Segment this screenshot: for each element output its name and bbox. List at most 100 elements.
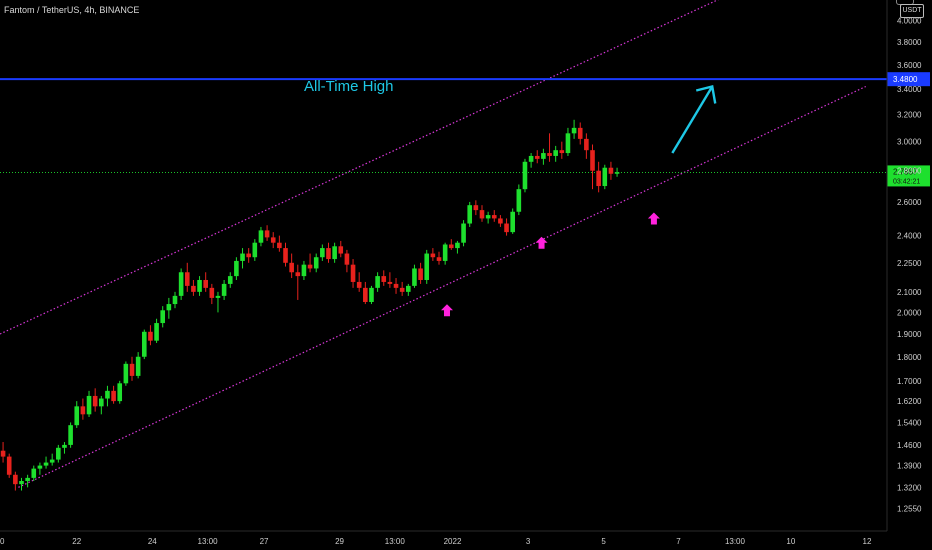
candle-body	[393, 283, 399, 288]
time-axis[interactable]: 0 22 24 13:00 27 29 13:00 2022 3 5 7 13:00 10 12	[0, 530, 887, 546]
candle-body	[590, 150, 595, 171]
candle-body	[148, 331, 153, 341]
candle-body	[0, 450, 6, 457]
time-tick-label: 3	[526, 537, 531, 546]
candle-body	[74, 406, 80, 426]
candle-body	[602, 167, 608, 187]
price-tick-label: 3.2000	[897, 110, 922, 119]
candle-body	[19, 481, 24, 485]
projection-arrow	[671, 85, 717, 154]
candle-body	[418, 268, 423, 280]
candle-body	[516, 189, 522, 212]
candle-body	[56, 447, 61, 460]
candle-body	[43, 462, 49, 466]
time-tick-label: 13:00	[385, 537, 406, 546]
up-arrow-icon	[647, 212, 660, 225]
candle-body	[596, 170, 601, 187]
candle-body	[381, 276, 387, 282]
candle-body	[209, 287, 215, 298]
time-tick-label: 13:00	[198, 537, 219, 546]
currency-button[interactable]: USDT	[900, 4, 924, 18]
candle-body	[369, 287, 374, 302]
channel-lines	[0, 0, 866, 488]
candle-body	[37, 465, 43, 469]
price-tick-label: 3.4000	[897, 85, 922, 94]
candle-body	[467, 205, 473, 224]
candle-body	[13, 474, 18, 485]
candle-body	[332, 246, 337, 260]
current-price-label: 2.7887	[893, 167, 918, 176]
candle-body	[92, 395, 98, 407]
candle-body	[301, 264, 307, 277]
candle-body	[584, 138, 589, 151]
candle-body	[123, 363, 129, 384]
candle-body	[356, 281, 362, 288]
ath-price-label: 3.4800	[893, 75, 918, 84]
time-tick-label: 29	[335, 537, 344, 546]
projection-arrow-shaft	[671, 85, 714, 154]
candle-body	[399, 287, 405, 292]
ath-annotation: All-Time High	[304, 78, 394, 95]
candle-body	[25, 477, 30, 482]
candle-body	[455, 242, 460, 249]
candle-body	[283, 248, 288, 263]
candle-body	[80, 406, 86, 415]
price-tick-label: 2.0000	[897, 308, 922, 317]
candle-body	[326, 248, 331, 260]
price-tick-label: 1.2550	[897, 505, 922, 514]
candle-body	[86, 395, 92, 415]
price-tick-label: 4.0000	[897, 17, 922, 26]
candle-body	[565, 133, 571, 154]
channel-upper-line	[0, 0, 719, 335]
time-tick-label: 12	[863, 537, 872, 546]
price-tick-label: 1.8000	[897, 353, 922, 362]
candle-body	[510, 211, 515, 233]
candles	[0, 119, 620, 491]
candle-body	[62, 444, 67, 448]
candle-body	[412, 268, 417, 286]
candle-body	[68, 425, 73, 445]
countdown-label: 03:42:21	[893, 178, 920, 185]
candle-body	[614, 172, 620, 174]
time-tick-label: 0	[0, 537, 5, 546]
candle-body	[436, 257, 442, 261]
candle-body	[197, 279, 202, 292]
candle-body	[184, 272, 190, 286]
channel-lower-line	[18, 85, 866, 488]
price-tick-label: 2.1000	[897, 288, 922, 297]
price-tick-label: 3.8000	[897, 38, 922, 47]
candle-body	[221, 283, 227, 296]
candle-body	[442, 244, 448, 261]
candle-body	[485, 215, 491, 219]
price-axis[interactable]: 4.0000 3.8000 3.6000 3.4000 3.2000 3.0000 2.80…	[886, 0, 922, 531]
candle-body	[571, 127, 577, 134]
candle-body	[295, 272, 301, 277]
chart-title: Fantom / TetherUS, 4h, BINANCE	[4, 5, 140, 15]
time-tick-label: 27	[260, 537, 269, 546]
candle-body	[547, 153, 552, 156]
price-tick-label: 1.9000	[897, 330, 922, 339]
candle-body	[559, 150, 565, 154]
price-tick-label: 2.2500	[897, 259, 922, 268]
time-tick-label: 22	[72, 537, 81, 546]
current-price-tag	[887, 165, 930, 187]
time-tick-label: 13:00	[725, 537, 746, 546]
candle-body	[344, 253, 350, 265]
candle-body	[166, 304, 172, 311]
candle-body	[111, 390, 116, 402]
price-tick-label: 1.3200	[897, 483, 922, 492]
time-tick-label: 24	[148, 537, 157, 546]
candle-body	[178, 272, 184, 296]
price-tick-label: 2.6000	[897, 198, 922, 207]
candle-body	[504, 223, 509, 233]
last-price-line-group: 2.7887 03:42:21	[0, 165, 930, 187]
candle-body	[160, 310, 166, 324]
candle-body	[461, 223, 466, 243]
candle-body	[608, 167, 614, 174]
candle-body	[522, 161, 528, 190]
candle-body	[252, 242, 258, 258]
candle-body	[31, 468, 37, 478]
candle-body	[99, 398, 104, 407]
candle-body	[191, 285, 196, 292]
